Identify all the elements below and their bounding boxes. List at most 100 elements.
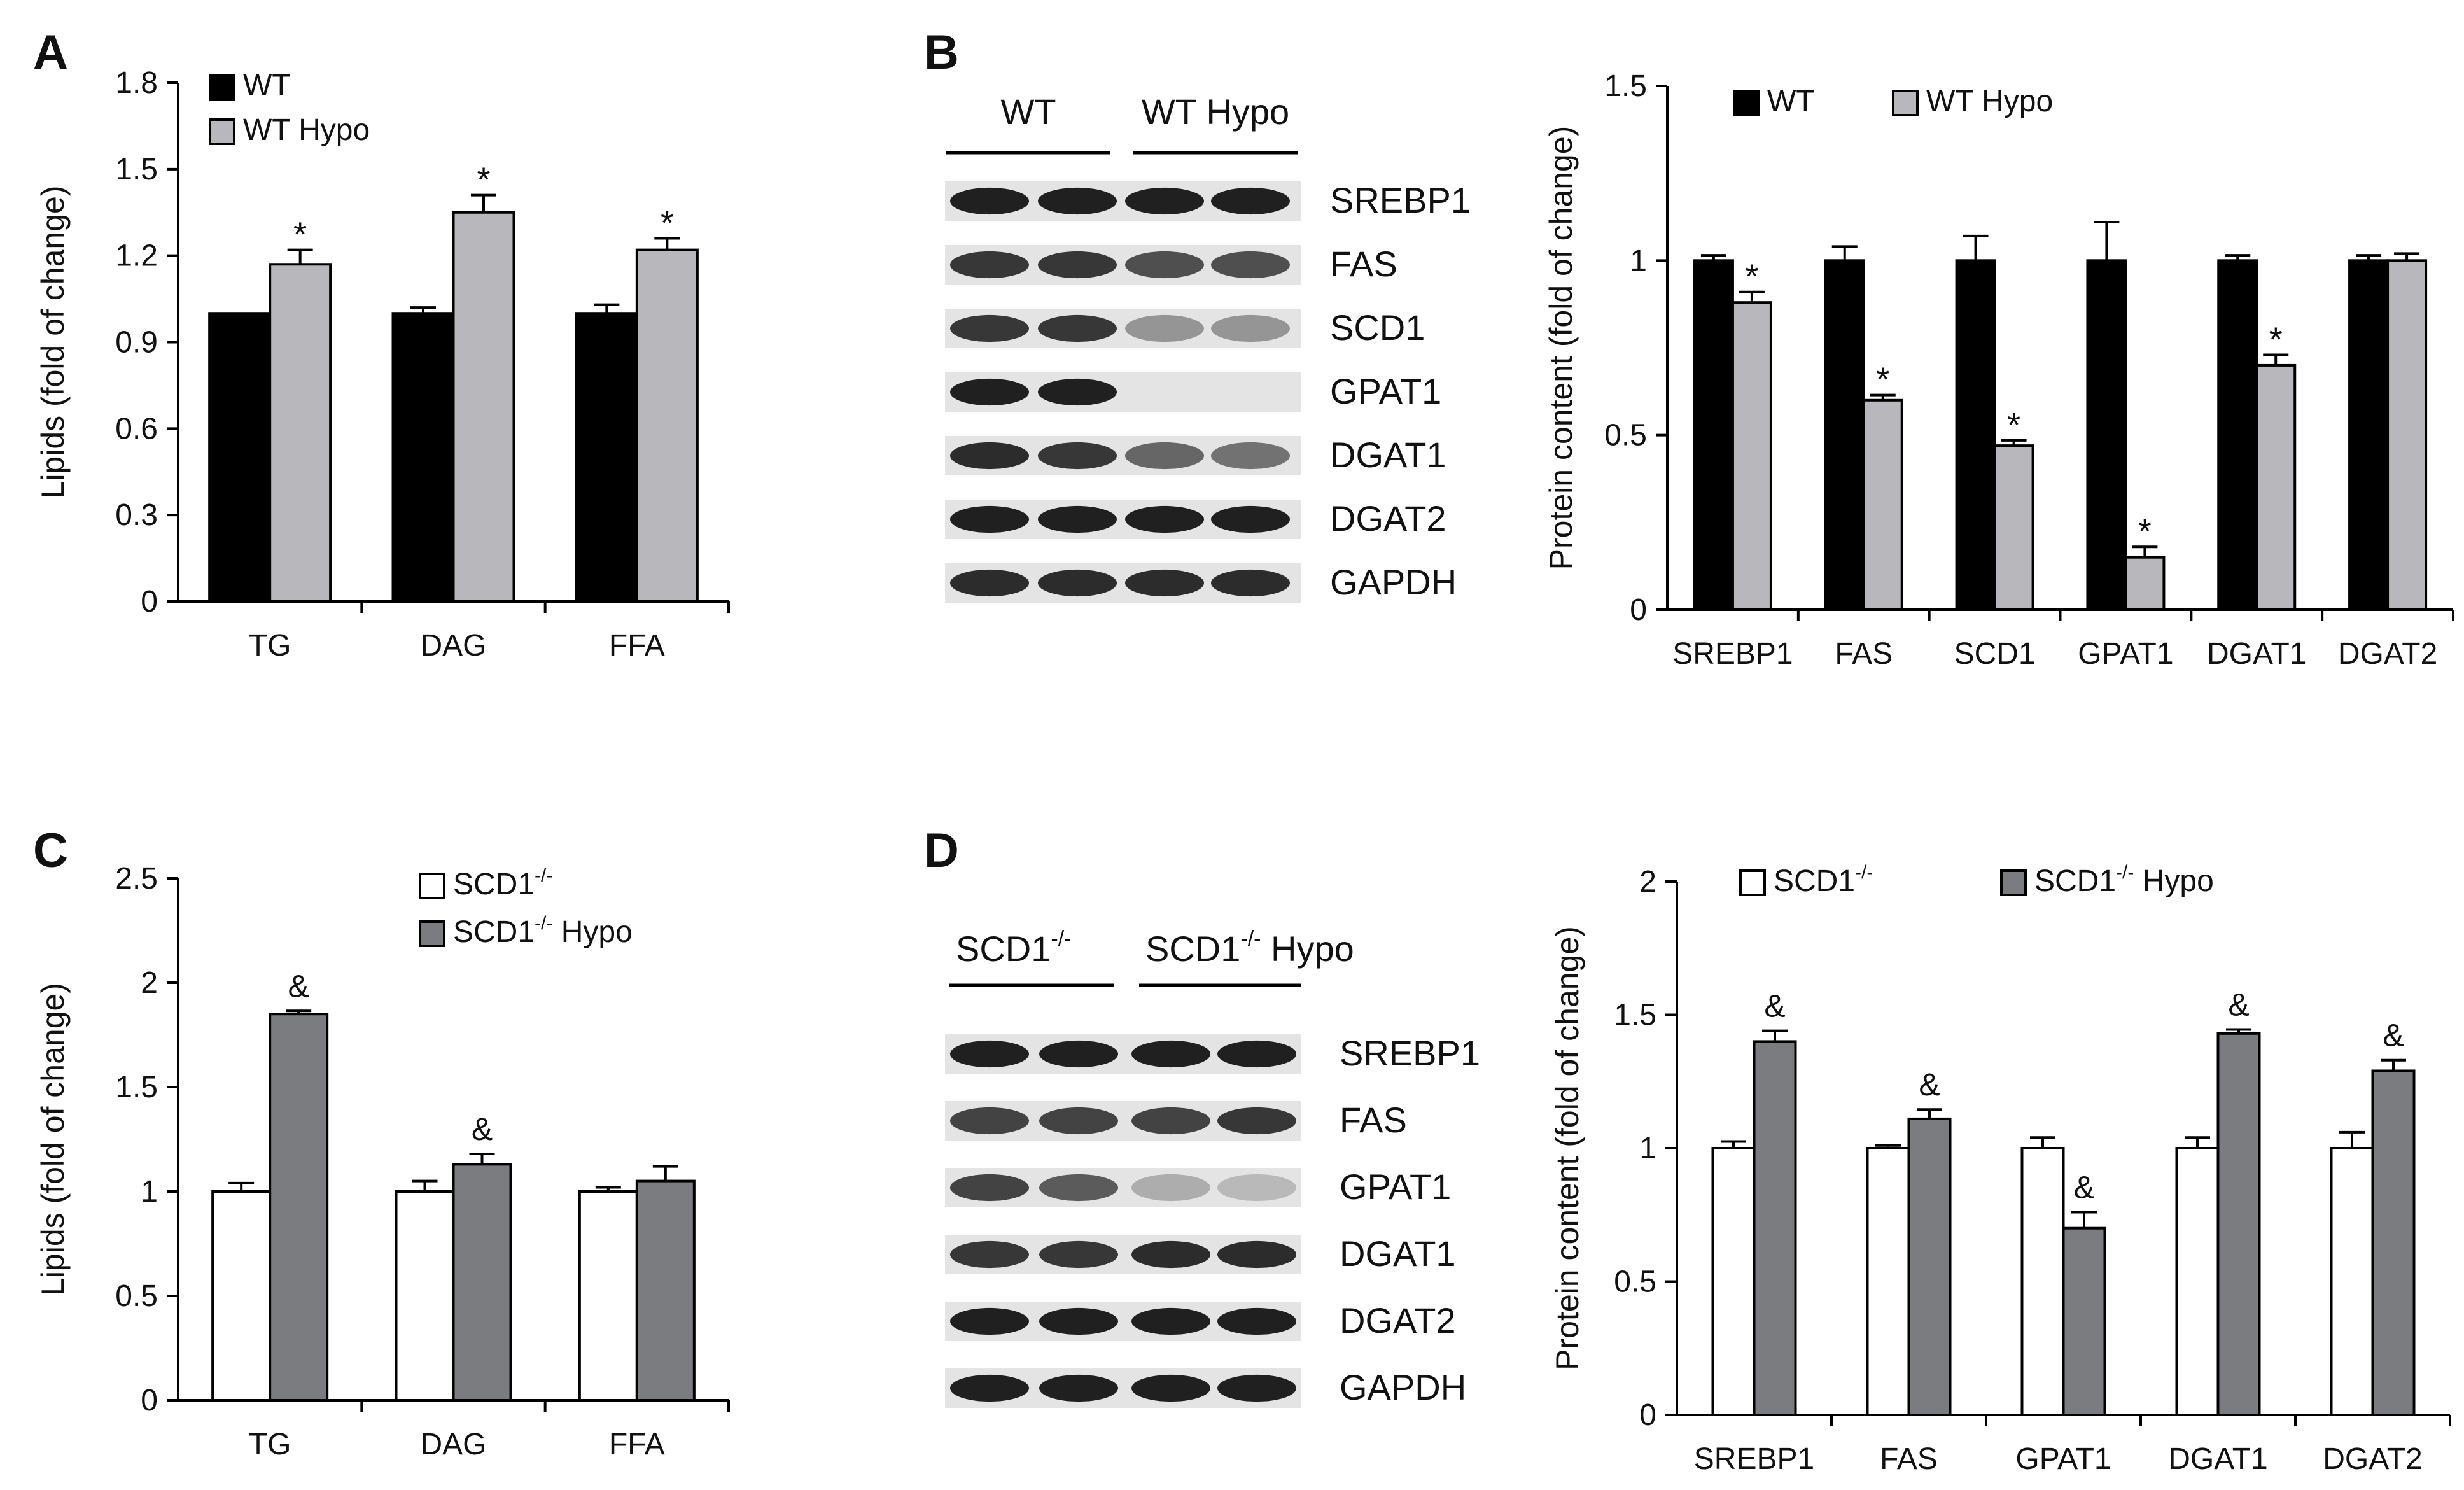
blot-band <box>950 1107 1029 1135</box>
blot-band <box>1039 1107 1118 1135</box>
y-axis-label: Protein content (fold of change) <box>1543 126 1579 570</box>
blot-band-label: DGAT1 <box>1330 435 1446 475</box>
bar <box>1731 301 1772 611</box>
blot-band <box>950 251 1029 279</box>
x-tick-label: SREBP1 <box>1672 637 1793 671</box>
blot-band <box>1211 314 1290 342</box>
bar <box>211 1190 272 1402</box>
legend-superscript: -/- <box>535 913 552 934</box>
significance-mark: & <box>1764 988 1785 1024</box>
x-tick-label: TG <box>249 1428 291 1461</box>
x-tick-label: DAG <box>420 629 486 663</box>
x-tick-label: DAG <box>420 1428 486 1461</box>
bar <box>2255 363 2297 612</box>
y-tick-label: 1.5 <box>115 153 158 186</box>
x-tick-label: FFA <box>609 1428 665 1461</box>
legend-label-text: WT Hypo <box>1926 85 2053 118</box>
x-tick-label: FFA <box>609 629 665 663</box>
legend-swatch <box>2000 869 2027 896</box>
significance-mark: & <box>2073 1170 2094 1205</box>
blot-band <box>950 442 1029 470</box>
bar <box>452 211 515 603</box>
bar <box>2217 259 2258 612</box>
bar <box>1711 1147 1756 1416</box>
blot-band <box>1125 569 1204 597</box>
blot-group-suffix: Hypo <box>1261 929 1354 969</box>
legend-label: WT Hypo <box>243 113 370 147</box>
blot-band <box>1131 1374 1210 1402</box>
blot-group-label-text: SCD1 <box>1145 929 1240 969</box>
x-tick-label: FAS <box>1880 1442 1938 1476</box>
x-tick-label: DGAT2 <box>2338 637 2437 671</box>
legend-suffix: Hypo <box>2134 864 2213 898</box>
bar <box>2086 259 2127 612</box>
blot-band-label: DGAT2 <box>1330 498 1446 538</box>
blot-band-label: SREBP1 <box>1340 1033 1480 1073</box>
y-axis-label: Lipids (fold of change) <box>35 186 71 499</box>
blot-group-superscript: -/- <box>1051 927 1071 951</box>
blot-band <box>1038 251 1117 279</box>
blot-band-label: GAPDH <box>1330 562 1457 602</box>
western-blot-d: SCD1-/- SCD1-/- HypoSREBP1FASGPAT1DGAT1DG… <box>945 927 1480 1408</box>
significance-mark: * <box>2269 320 2283 358</box>
blot-band <box>1038 569 1117 597</box>
blot-band-label: FAS <box>1330 244 1397 284</box>
blot-band <box>1131 1174 1210 1202</box>
blot-group-label-text: SCD1 <box>956 929 1051 969</box>
legend-superscript: -/- <box>2116 862 2134 883</box>
bar <box>1693 259 1734 612</box>
bar <box>2371 1069 2416 1416</box>
bar <box>635 1179 696 1402</box>
bar <box>575 312 638 603</box>
bar <box>269 263 332 603</box>
bar <box>578 1190 638 1402</box>
blot-band <box>1217 1240 1296 1269</box>
bar <box>391 312 455 603</box>
blot-band <box>950 1240 1029 1269</box>
blot-group-label: WT <box>1000 92 1056 132</box>
y-tick-label: 0 <box>141 1384 158 1417</box>
chart-c: 0 0.5 1 1.5 2 2.5 Lipids (fold of change) TG DAG… <box>35 862 730 1461</box>
legend-swatch <box>419 873 445 899</box>
bar <box>2175 1147 2220 1416</box>
x-tick-label: FAS <box>1835 637 1893 671</box>
bar <box>635 248 699 603</box>
y-tick-label: 1 <box>141 1175 158 1209</box>
legend-label: SCD1-/- <box>1774 862 1873 898</box>
blot-band <box>1125 442 1204 470</box>
legend-label: WT <box>1767 85 1815 118</box>
western-blot-b: WT WT Hypo SREBP1 FAS SCD1 GPAT1 DGAT1 DGAT2 GAP… <box>945 92 1471 603</box>
blot-band <box>1211 442 1290 470</box>
y-tick-label: 0.9 <box>115 326 158 360</box>
legend-swatch <box>419 920 445 947</box>
bar <box>2330 1147 2374 1416</box>
legend-suffix: Hypo <box>552 915 632 949</box>
blot-band-label: FAS <box>1340 1100 1407 1140</box>
bar <box>1866 1147 1910 1416</box>
legend-label-text: SCD1 <box>453 868 535 901</box>
blot-band <box>1131 1240 1210 1269</box>
x-tick-label: DGAT2 <box>2323 1442 2422 1476</box>
y-tick-label: 0.5 <box>115 1279 158 1313</box>
blot-band <box>1125 314 1204 342</box>
y-tick-label: 2 <box>1639 865 1656 899</box>
blot-band <box>1217 1040 1296 1068</box>
blot-band <box>1125 187 1204 215</box>
panel-letter-a: A <box>33 25 68 80</box>
y-tick-label: 1.2 <box>115 239 158 273</box>
blot-band <box>1038 442 1117 470</box>
bar <box>2348 259 2390 612</box>
y-tick-label: 2.5 <box>115 862 158 896</box>
significance-mark: * <box>1745 258 1758 296</box>
significance-mark: & <box>288 968 309 1004</box>
significance-mark: * <box>661 204 674 242</box>
significance-mark: & <box>1919 1067 1940 1102</box>
x-tick-label: TG <box>249 629 291 663</box>
blot-band <box>1039 1174 1118 1202</box>
x-tick-label: SCD1 <box>1954 637 2036 671</box>
legend-label: WT Hypo <box>1926 85 2053 118</box>
y-tick-label: 1.8 <box>115 66 158 100</box>
blot-band <box>1131 1307 1210 1335</box>
blot-group-label: WT Hypo <box>1142 92 1289 132</box>
